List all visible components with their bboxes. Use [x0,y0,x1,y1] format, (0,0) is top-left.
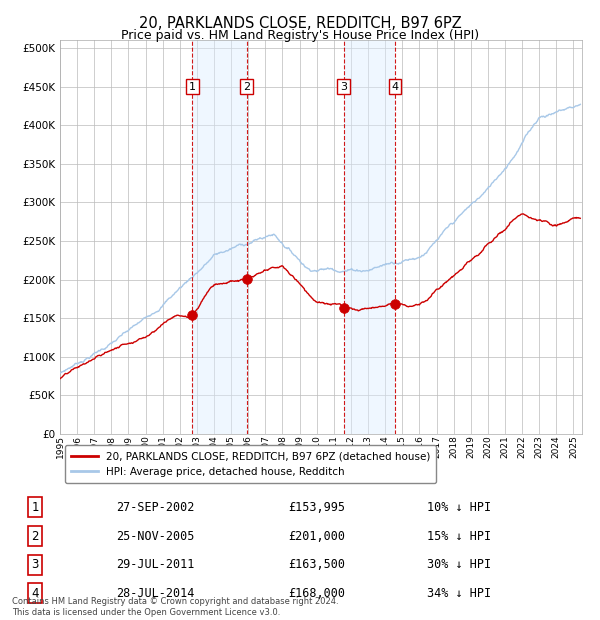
Text: 29-JUL-2011: 29-JUL-2011 [116,558,194,571]
Text: 2: 2 [31,529,39,542]
Text: 4: 4 [391,82,398,92]
Text: 10% ↓ HPI: 10% ↓ HPI [427,501,491,514]
Text: £168,000: £168,000 [289,587,346,600]
Text: 25-NOV-2005: 25-NOV-2005 [116,529,194,542]
Text: 34% ↓ HPI: 34% ↓ HPI [427,587,491,600]
Text: Contains HM Land Registry data © Crown copyright and database right 2024.
This d: Contains HM Land Registry data © Crown c… [12,598,338,617]
Text: 15% ↓ HPI: 15% ↓ HPI [427,529,491,542]
Text: Price paid vs. HM Land Registry's House Price Index (HPI): Price paid vs. HM Land Registry's House … [121,29,479,42]
Text: £153,995: £153,995 [289,501,346,514]
Bar [193,40,247,434]
Text: 3: 3 [340,82,347,92]
Text: 20, PARKLANDS CLOSE, REDDITCH, B97 6PZ: 20, PARKLANDS CLOSE, REDDITCH, B97 6PZ [139,16,461,30]
Text: 1: 1 [189,82,196,92]
Legend: 20, PARKLANDS CLOSE, REDDITCH, B97 6PZ (detached house), HPI: Average price, det: 20, PARKLANDS CLOSE, REDDITCH, B97 6PZ (… [65,445,436,483]
Bar [344,40,395,434]
Text: 2: 2 [243,82,250,92]
Text: 27-SEP-2002: 27-SEP-2002 [116,501,194,514]
Text: 30% ↓ HPI: 30% ↓ HPI [427,558,491,571]
Text: £163,500: £163,500 [289,558,346,571]
Text: 1: 1 [31,501,39,514]
Text: 4: 4 [31,587,39,600]
Text: 28-JUL-2014: 28-JUL-2014 [116,587,194,600]
Text: 3: 3 [31,558,39,571]
Text: £201,000: £201,000 [289,529,346,542]
